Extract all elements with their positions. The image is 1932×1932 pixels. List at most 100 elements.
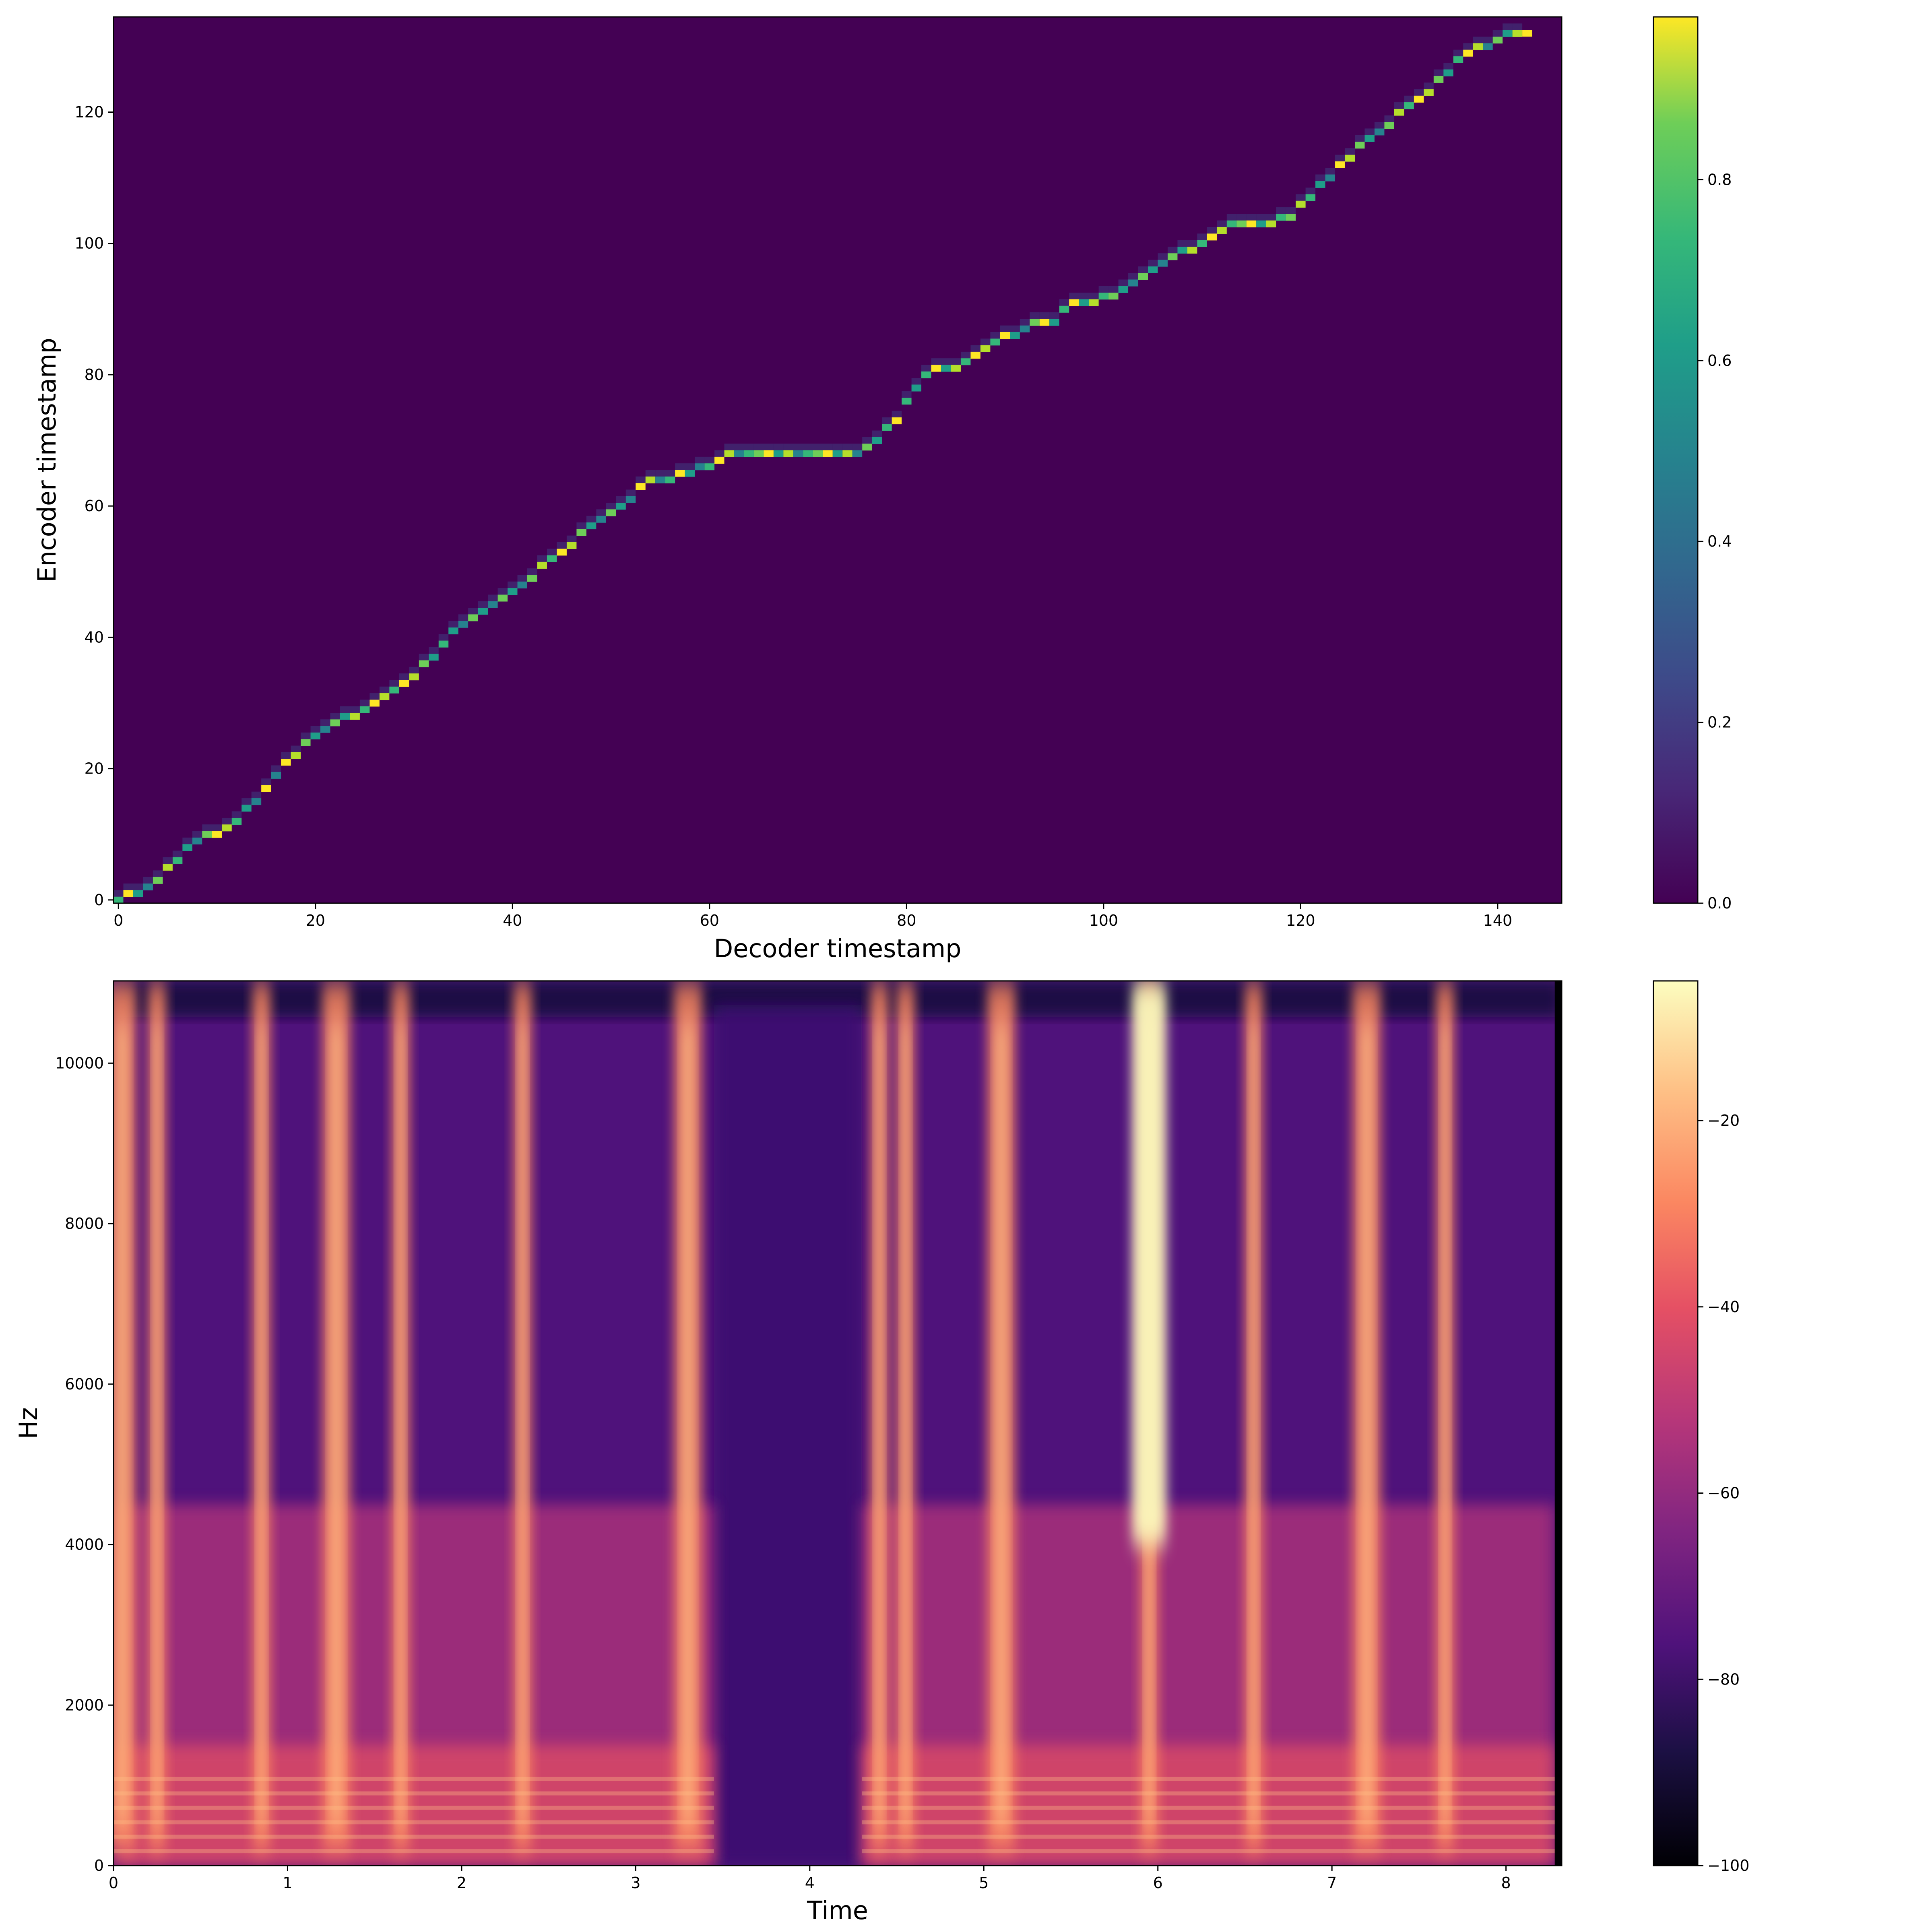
spectrogram-harmonic bbox=[114, 1791, 714, 1796]
spectrogram-strong-burst bbox=[1131, 983, 1167, 1545]
alignment-cell bbox=[1020, 325, 1030, 332]
alignment-cell bbox=[1049, 319, 1059, 326]
alignment-cell bbox=[231, 817, 242, 825]
alignment-cell bbox=[1433, 76, 1444, 83]
alignment-cell bbox=[212, 831, 222, 838]
alignment-cell bbox=[931, 365, 941, 372]
alignment-cell-halo bbox=[350, 706, 360, 713]
spectrogram-x-tick-label: 0 bbox=[109, 1874, 118, 1892]
alignment-y-tick-label: 20 bbox=[85, 760, 104, 778]
alignment-cell bbox=[1207, 233, 1217, 241]
alignment-cell-halo bbox=[1098, 286, 1109, 293]
alignment-cell bbox=[399, 680, 409, 687]
alignment-cell-halo bbox=[409, 667, 419, 674]
alignment-cell bbox=[301, 739, 311, 746]
alignment-cell bbox=[340, 712, 350, 720]
spectrogram-burst-core bbox=[330, 1023, 342, 1826]
alignment-cell bbox=[1148, 266, 1158, 273]
alignment-cell-halo bbox=[1345, 148, 1355, 155]
alignment-cell-halo bbox=[625, 489, 636, 496]
spectrogram-burst-core bbox=[1441, 1023, 1449, 1826]
alignment-cell bbox=[251, 798, 262, 805]
alignment-cell bbox=[557, 549, 567, 556]
alignment-cell-halo bbox=[1177, 240, 1187, 247]
alignment-x-tick-label: 140 bbox=[1483, 912, 1513, 929]
alignment-cell-halo bbox=[704, 456, 715, 464]
alignment-cell bbox=[517, 581, 527, 588]
alignment-cell-halo bbox=[497, 588, 508, 595]
spectrogram-burst-core bbox=[116, 1023, 128, 1826]
alignment-cell-halo bbox=[1355, 135, 1365, 142]
spectrogram-colorbar-tick-label: −40 bbox=[1707, 1298, 1740, 1316]
spectrogram-y-tick-label: 6000 bbox=[65, 1375, 104, 1393]
alignment-cell-halo bbox=[1483, 36, 1493, 43]
alignment-cell bbox=[320, 726, 330, 733]
alignment-cell bbox=[1010, 332, 1020, 339]
spectrogram-harmonic bbox=[114, 1849, 714, 1854]
alignment-colorbar-tick-label: 0.0 bbox=[1707, 894, 1732, 912]
alignment-cell-halo bbox=[724, 444, 734, 450]
alignment-cell bbox=[172, 857, 183, 864]
alignment-colorbar-tick-label: 0.8 bbox=[1707, 171, 1732, 188]
alignment-cell bbox=[793, 450, 803, 457]
alignment-cell bbox=[1226, 220, 1237, 227]
alignment-cell bbox=[1374, 128, 1385, 136]
alignment-cell-halo bbox=[606, 503, 616, 510]
alignment-cell bbox=[951, 365, 961, 372]
alignment-cell-halo bbox=[399, 673, 409, 680]
alignment-cell bbox=[182, 844, 192, 851]
alignment-cell-halo bbox=[1276, 207, 1286, 214]
alignment-cell bbox=[1483, 43, 1493, 50]
spectrogram-colorbar-tick-label: −20 bbox=[1707, 1112, 1740, 1129]
alignment-cell bbox=[970, 351, 980, 359]
alignment-cell-halo bbox=[911, 378, 922, 385]
alignment-cell-halo bbox=[1158, 253, 1168, 260]
alignment-cell bbox=[1453, 56, 1463, 63]
alignment-cell bbox=[714, 456, 724, 464]
alignment-cell bbox=[744, 450, 754, 457]
alignment-cell bbox=[1473, 43, 1483, 50]
alignment-cell-halo bbox=[960, 351, 971, 359]
alignment-cell-halo bbox=[734, 444, 744, 450]
spectrogram-burst-core bbox=[902, 1023, 909, 1826]
alignment-cell bbox=[586, 522, 597, 530]
spectrogram-colorbar-tick-label: −60 bbox=[1707, 1484, 1740, 1502]
spectrogram-x-tick-label: 8 bbox=[1501, 1874, 1511, 1892]
alignment-colorbar-tick-label: 0.2 bbox=[1707, 714, 1732, 731]
alignment-cell-halo bbox=[1000, 325, 1010, 332]
alignment-cell bbox=[310, 732, 320, 740]
alignment-cell bbox=[409, 673, 419, 681]
alignment-cell bbox=[478, 608, 488, 615]
alignment-cell bbox=[1286, 214, 1296, 221]
alignment-cell-halo bbox=[488, 594, 498, 601]
alignment-cell bbox=[379, 693, 390, 700]
alignment-cell bbox=[1030, 319, 1040, 326]
spectrogram-y-tick-label: 10000 bbox=[55, 1054, 104, 1072]
alignment-cell-halo bbox=[892, 411, 902, 417]
alignment-cell-halo bbox=[281, 752, 291, 759]
alignment-cell-halo bbox=[1207, 227, 1217, 234]
alignment-cell bbox=[419, 660, 429, 667]
alignment-cell-halo bbox=[1443, 63, 1453, 70]
alignment-cell-halo bbox=[1384, 115, 1394, 122]
alignment-cell bbox=[842, 450, 852, 457]
alignment-cell bbox=[695, 463, 705, 471]
spectrogram-colorbar-fill bbox=[1653, 980, 1699, 1866]
alignment-cell-halo bbox=[832, 444, 843, 450]
alignment-cell-halo bbox=[1030, 312, 1040, 319]
alignment-cell-halo bbox=[271, 765, 281, 772]
spectrogram-x-tick-label: 7 bbox=[1327, 1874, 1337, 1892]
alignment-cell-halo bbox=[429, 647, 439, 654]
alignment-cell bbox=[862, 444, 872, 451]
alignment-cell bbox=[902, 398, 912, 405]
spectrogram-x-tick-label: 1 bbox=[283, 1874, 292, 1892]
alignment-cell-halo bbox=[458, 614, 469, 621]
alignment-cell bbox=[1404, 102, 1414, 109]
alignment-cell-halo bbox=[586, 516, 597, 522]
alignment-cell bbox=[497, 594, 508, 602]
alignment-x-ticks: 0 20 40 60 80 100 120 140 bbox=[114, 903, 1512, 929]
alignment-cell-halo bbox=[1414, 89, 1424, 96]
spectrogram-colorbar: −100 −80 −60 −40 −20 bbox=[1653, 980, 1749, 1874]
alignment-path bbox=[114, 23, 1532, 903]
alignment-cell bbox=[488, 601, 498, 608]
